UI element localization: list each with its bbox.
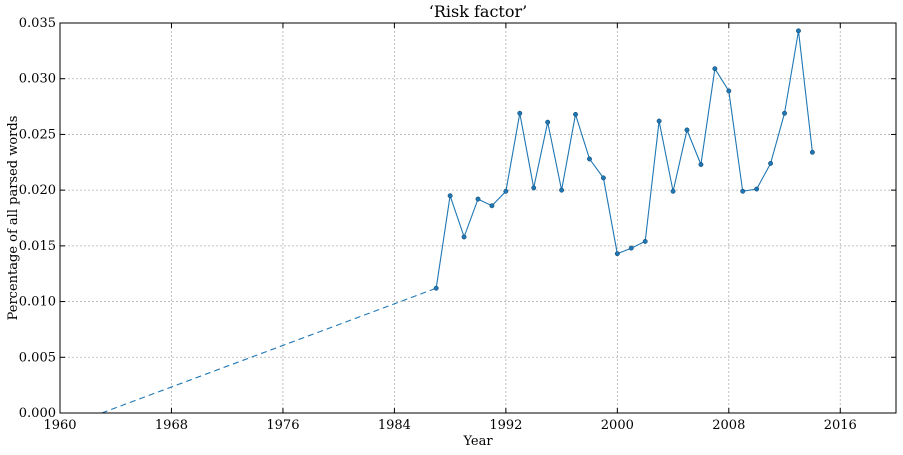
x-tick-label: 1968 [155,418,188,433]
y-tick-label: 0.015 [19,239,56,254]
data-point [600,175,606,181]
data-point [726,88,732,94]
grid [59,22,896,414]
data-point [447,193,453,199]
extrapolated-line [101,287,437,414]
y-tick-label: 0.025 [19,127,56,142]
data-point [698,162,704,167]
data-point [754,186,760,192]
data-point [531,185,537,191]
data-point [461,234,467,240]
x-tick-label: 1984 [378,418,411,433]
y-tick-label: 0.000 [19,406,56,421]
y-tick-label: 0.035 [19,16,56,31]
data-point [684,127,690,133]
y-axis-title: Percentage of all parsed words [6,116,21,321]
data-point [503,188,509,194]
y-tick-label: 0.010 [19,295,56,310]
data-point [768,160,774,166]
ticks-layer: 1960 1968 1976 1984 1992 2000 2008 2016 0.000 0.0… [19,16,896,433]
x-tick-label: 1976 [266,418,299,433]
data-point [740,188,746,194]
data-point [559,187,565,193]
data-point [614,251,620,257]
x-tick-label: 1960 [43,418,76,433]
y-tick-label: 0.020 [19,183,56,198]
data-point [782,110,787,116]
x-tick-label: 2000 [601,418,634,433]
data-point [642,238,648,244]
data-point [628,245,634,251]
series-layer [101,28,815,414]
x-axis-title: Year [462,434,493,449]
data-point [433,285,439,291]
data-point [796,28,801,34]
data-point [809,149,815,155]
x-tick-label: 1992 [489,418,522,433]
y-tick-label: 0.005 [19,350,56,365]
x-tick-label: 2016 [824,418,857,433]
x-tick-label: 2008 [712,418,745,433]
data-point [489,203,495,209]
data-point [573,111,578,117]
plot-frame [59,22,897,414]
data-point [712,66,718,72]
data-point [656,118,662,124]
data-point [670,188,676,194]
series-line [435,30,813,289]
data-point [587,156,592,162]
data-point [475,196,481,202]
y-tick-label: 0.030 [19,72,56,87]
data-point [517,110,523,116]
data-point [545,119,551,125]
chart-title: ‘Risk factor’ [429,2,527,21]
